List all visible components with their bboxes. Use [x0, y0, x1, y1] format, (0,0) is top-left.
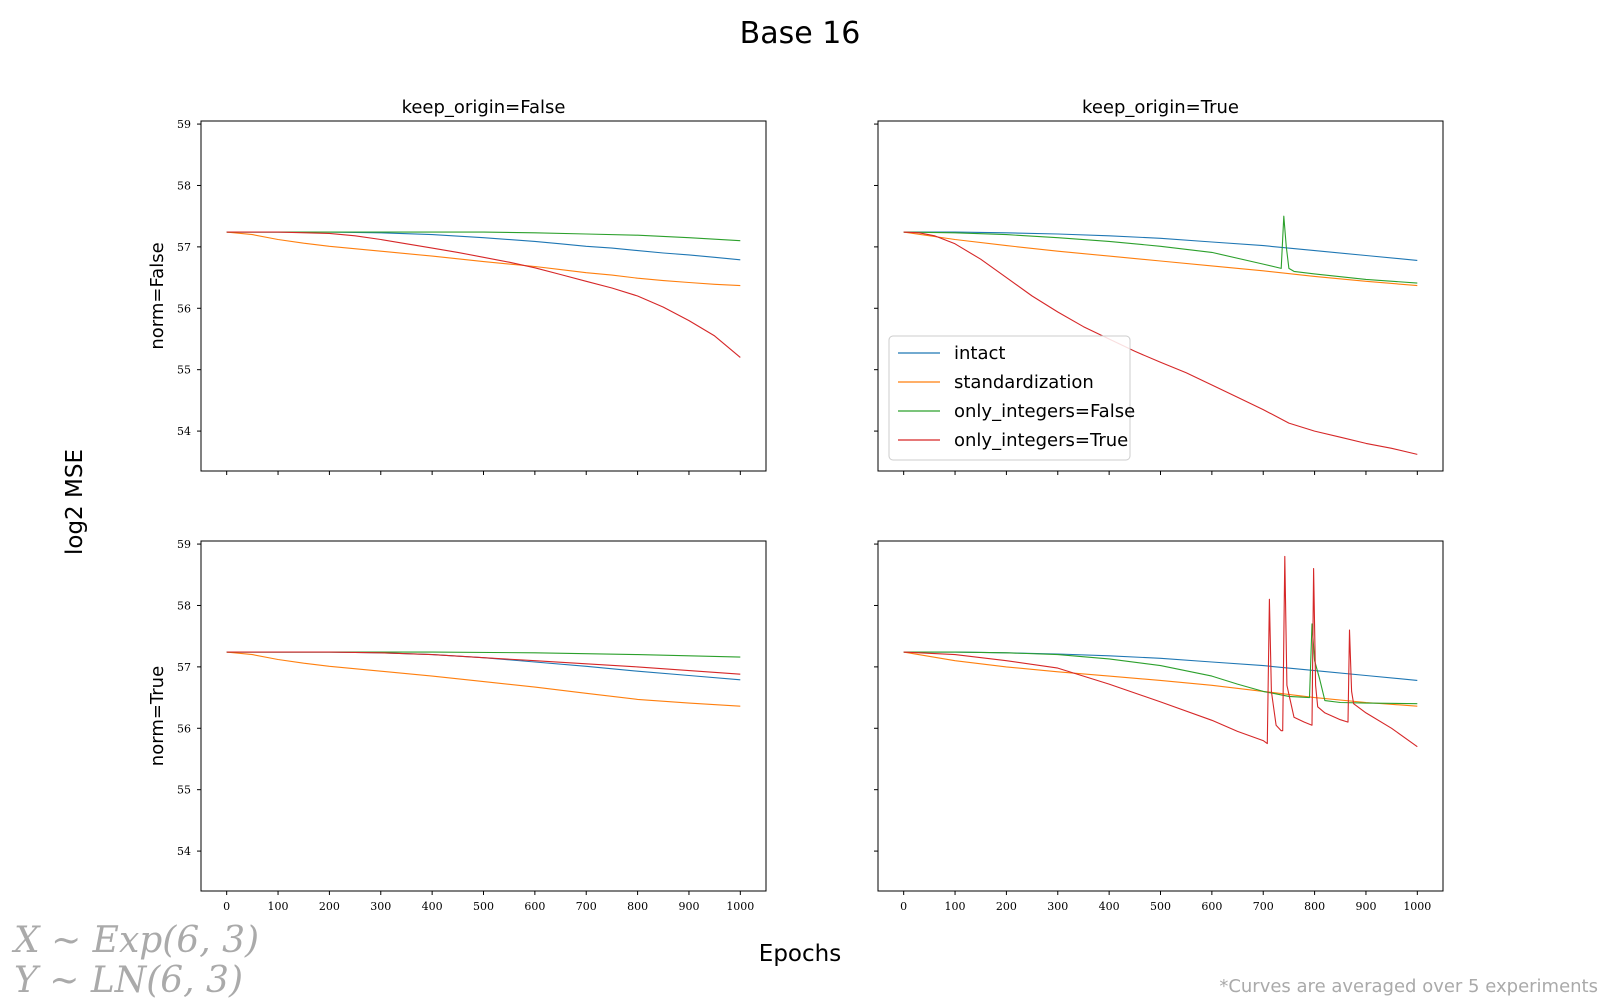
y-tick-label: 58	[177, 599, 191, 612]
panel-norm-false-keep-origin-false: 54 55 56 57 58 59 keep_origin=False norm=False	[147, 97, 767, 475]
plot-frame	[877, 540, 1444, 892]
series-line-only-integers-false	[903, 215, 1418, 284]
formula-x: X ~ Exp(6, 3)	[11, 920, 259, 961]
footnote: *Curves are averaged over 5 experiments	[1219, 976, 1598, 997]
y-tick-label: 54	[177, 845, 191, 858]
y-tick-label: 59	[177, 538, 191, 551]
x-tick-label: 0	[223, 900, 230, 913]
plot-frame	[200, 540, 767, 892]
row-label: norm=True	[147, 666, 168, 766]
legend-label-standardization: standardization	[954, 372, 1094, 393]
x-tick-label: 700	[1253, 900, 1274, 913]
formula-y: Y ~ LN(6, 3)	[14, 960, 243, 1000]
y-tick-label: 56	[177, 302, 191, 315]
series-line-only-integers-true	[226, 231, 741, 358]
x-tick-label: 400	[1099, 900, 1120, 913]
x-tick-label: 800	[627, 900, 648, 913]
series-line-only-integers-true	[226, 651, 741, 675]
x-tick-label: 0	[900, 900, 907, 913]
legend-label-only-integers-true: only_integers=True	[954, 430, 1128, 451]
series-line-intact	[226, 651, 741, 681]
y-tick-label: 57	[177, 241, 191, 254]
y-tick-label: 55	[177, 364, 191, 377]
series-line-standardization	[226, 651, 741, 707]
series-line-intact	[903, 231, 1418, 261]
figure-title: Base 16	[740, 16, 861, 51]
x-tick-label: 300	[370, 900, 391, 913]
x-tick-label: 700	[576, 900, 597, 913]
series-line-only-integers-false	[226, 231, 741, 242]
series-line-only-integers-true	[903, 231, 1418, 455]
y-tick-label: 55	[177, 784, 191, 797]
series-line-standardization	[903, 231, 1418, 287]
x-tick-label: 200	[319, 900, 340, 913]
x-tick-label: 400	[422, 900, 443, 913]
x-tick-label: 800	[1304, 900, 1325, 913]
x-tick-label: 1000	[726, 900, 754, 913]
y-tick-label: 57	[177, 661, 191, 674]
x-tick-label: 500	[473, 900, 494, 913]
panel-title: keep_origin=False	[402, 97, 566, 118]
x-tick-label: 500	[1150, 900, 1171, 913]
x-tick-label: 100	[945, 900, 966, 913]
x-tick-label: 600	[1201, 900, 1222, 913]
legend-label-only-integers-false: only_integers=False	[954, 401, 1135, 422]
y-tick-label: 54	[177, 425, 191, 438]
series-line-only-integers-false	[226, 651, 741, 658]
legend-frame	[888, 335, 1131, 461]
x-tick-label: 200	[996, 900, 1017, 913]
series-line-only-integers-false	[903, 623, 1418, 705]
plot-frame	[200, 120, 767, 472]
y-tick-label: 56	[177, 722, 191, 735]
x-tick-label: 900	[678, 900, 699, 913]
panel-norm-true-keep-origin-false: 0 100 200 300 400 500 600 700 800 900 1000 54 55 56 57…	[147, 538, 767, 913]
x-tick-label: 600	[524, 900, 545, 913]
panel-title: keep_origin=True	[1082, 97, 1239, 118]
y-tick-label: 58	[177, 179, 191, 192]
series-line-intact	[903, 651, 1418, 681]
series-line-standardization	[226, 231, 741, 287]
legend: intact standardization only_integers=False…	[888, 335, 1135, 461]
figure-xlabel: Epochs	[759, 941, 841, 967]
x-tick-label: 300	[1047, 900, 1068, 913]
series-line-only-integers-true	[903, 555, 1418, 748]
y-tick-label: 59	[177, 118, 191, 131]
legend-label-intact: intact	[954, 343, 1005, 364]
panel-norm-true-keep-origin-true: 0 100 200 300 400 500 600 700 800 900 1000	[874, 540, 1444, 913]
figure-ylabel: log2 MSE	[62, 449, 88, 555]
series-line-standardization	[903, 651, 1418, 707]
x-tick-label: 1000	[1403, 900, 1431, 913]
x-tick-label: 900	[1355, 900, 1376, 913]
x-tick-label: 100	[268, 900, 289, 913]
row-label: norm=False	[147, 242, 168, 349]
